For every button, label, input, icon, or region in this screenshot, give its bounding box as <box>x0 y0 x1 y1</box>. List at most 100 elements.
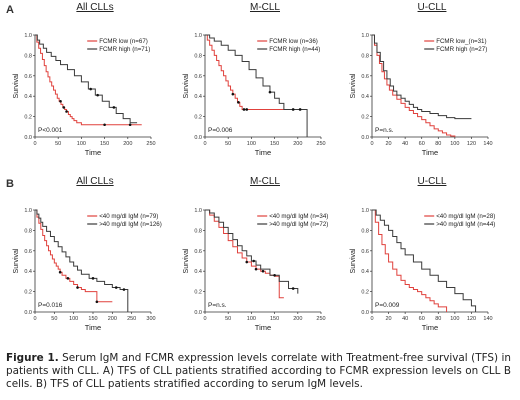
survival-curve <box>205 209 299 294</box>
x-tick-label: 80 <box>435 141 441 147</box>
censor-mark <box>122 288 126 291</box>
legend-label: >40 mg/dl IgM (n=44) <box>436 221 495 228</box>
x-tick-label: 300 <box>146 316 155 322</box>
legend-label: FCMR high (n=44) <box>269 46 320 53</box>
y-tick-label: 0.8 <box>361 228 369 234</box>
km-plot: 0.0 0.2 0.4 0.6 0.8 1.0 0 50 100 150 200 250 300 Time… <box>13 208 162 332</box>
x-axis-label: Time <box>85 148 101 157</box>
censor-mark <box>261 269 265 273</box>
row-label-a: A <box>6 4 14 16</box>
censor-mark <box>242 108 246 111</box>
y-tick-label: 0.2 <box>361 115 369 121</box>
censor-mark <box>112 106 116 109</box>
survival-curve <box>35 34 142 126</box>
y-axis-label: Survival <box>13 73 20 98</box>
y-tick-label: 0.6 <box>194 249 202 255</box>
survival-curve <box>35 209 129 312</box>
y-tick-label: 1.0 <box>24 208 32 214</box>
y-tick-label: 1.0 <box>361 208 369 214</box>
x-tick-label: 40 <box>402 141 408 147</box>
y-tick-label: 0.2 <box>194 290 202 296</box>
survival-curve <box>372 209 477 312</box>
survival-curve <box>205 34 308 137</box>
x-tick-label: 200 <box>293 141 302 147</box>
x-tick-label: 250 <box>316 316 325 322</box>
censor-mark <box>291 287 295 290</box>
legend-label: FCMR low (n=36) <box>269 38 318 45</box>
censor-mark <box>231 92 235 96</box>
y-tick-label: 0.4 <box>24 269 32 275</box>
x-axis-label: Time <box>255 148 271 157</box>
km-plot: 0.0 0.2 0.4 0.6 0.8 1.0 0 50 100 150 200 250 Time Sur… <box>183 33 326 157</box>
y-axis-label: Survival <box>13 248 20 273</box>
y-axis-label: Survival <box>350 73 357 98</box>
p-value: P=n.s. <box>375 127 394 134</box>
censor-mark <box>65 110 68 113</box>
y-tick-label: 0.0 <box>361 310 369 316</box>
legend-label: FCMR low (n=67) <box>99 38 148 45</box>
censor-mark <box>103 123 106 127</box>
x-tick-label: 120 <box>467 316 476 322</box>
censor-mark <box>237 101 240 104</box>
censor-mark <box>268 90 272 94</box>
x-tick-label: 200 <box>108 316 117 322</box>
y-tick-label: 0.4 <box>24 94 32 100</box>
y-tick-label: 0.8 <box>361 53 369 59</box>
x-tick-label: 60 <box>419 316 425 322</box>
x-tick-label: 250 <box>146 141 155 147</box>
y-axis-label: Survival <box>350 248 357 273</box>
y-tick-label: 0.6 <box>24 249 32 255</box>
x-tick-label: 150 <box>88 316 97 322</box>
x-tick-label: 150 <box>270 141 279 147</box>
x-tick-label: 50 <box>51 316 57 322</box>
survival-curve <box>372 34 472 120</box>
x-tick-label: 250 <box>316 141 325 147</box>
x-tick-label: 150 <box>100 141 109 147</box>
legend-label: <40 mg/dl IgM (n=28) <box>436 213 495 220</box>
y-tick-label: 0.8 <box>24 53 32 59</box>
x-tick-label: 0 <box>203 141 206 147</box>
survival-curve <box>205 34 298 110</box>
x-tick-label: 100 <box>247 316 256 322</box>
x-tick-label: 50 <box>225 316 231 322</box>
x-tick-label: 100 <box>247 141 256 147</box>
x-tick-label: 20 <box>386 316 392 322</box>
row-label-b: B <box>6 178 14 190</box>
x-tick-label: 100 <box>450 316 459 322</box>
legend-label: <40 mg/dl IgM (n=34) <box>269 213 328 220</box>
legend-label: FCMR high (n=71) <box>99 46 150 53</box>
x-tick-label: 100 <box>69 316 78 322</box>
censor-mark <box>66 277 70 280</box>
y-tick-label: 0.8 <box>194 228 202 234</box>
x-tick-label: 50 <box>225 141 231 147</box>
censor-mark <box>89 87 92 91</box>
x-tick-label: 140 <box>483 141 492 147</box>
y-tick-label: 0.6 <box>361 249 369 255</box>
censor-mark <box>273 273 276 277</box>
legend-label: <40 mg/dl IgM (n=79) <box>99 213 158 220</box>
y-tick-label: 0.8 <box>194 53 202 59</box>
p-value: P<0.001 <box>38 127 63 134</box>
censor-mark <box>245 260 249 264</box>
censor-mark <box>128 123 132 127</box>
x-tick-label: 60 <box>419 141 425 147</box>
survival-curve <box>372 209 448 312</box>
y-tick-label: 0.0 <box>361 135 369 141</box>
y-tick-label: 0.6 <box>24 74 32 80</box>
y-tick-label: 0.4 <box>194 269 202 275</box>
x-tick-label: 50 <box>55 141 61 147</box>
km-plot: 0.0 0.2 0.4 0.6 0.8 1.0 0 20 40 60 80 100 120 140 Time… <box>350 208 495 332</box>
censor-mark <box>91 277 95 280</box>
p-value: P=0.016 <box>38 302 63 309</box>
y-tick-label: 0.2 <box>24 115 32 121</box>
figure-caption: Figure 1. Serum IgM and FCMR expression … <box>6 352 511 391</box>
y-tick-label: 0.6 <box>194 74 202 80</box>
censor-mark <box>114 286 118 289</box>
x-tick-label: 250 <box>127 316 136 322</box>
censor-mark <box>254 267 258 271</box>
x-tick-label: 100 <box>450 141 459 147</box>
legend-label: >40 mg/dl IgM (n=72) <box>269 221 328 228</box>
x-tick-label: 80 <box>435 316 441 322</box>
y-axis-label: Survival <box>183 73 190 98</box>
x-axis-label: Time <box>422 148 438 157</box>
